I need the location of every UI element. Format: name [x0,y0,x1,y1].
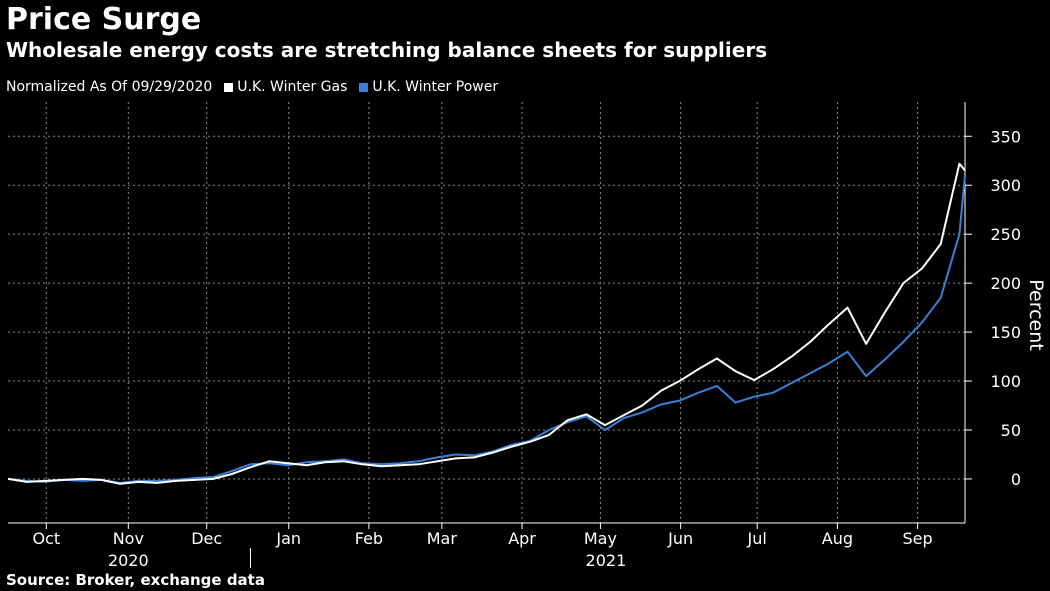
series-line-uk-winter-gas [7,162,966,485]
legend-swatch-gas [224,82,234,92]
x-tick-label: Oct [32,529,60,548]
chart-title: Price Surge [6,2,202,37]
y-tick-label: 200 [990,274,1021,293]
x-tick-label: Jul [747,529,767,548]
x-tick-label: Mar [427,529,458,548]
x-tick-label: May [584,529,617,548]
legend: Normalized As Of 09/29/2020 U.K. Winter … [6,79,498,95]
x-tick-label: Feb [355,529,383,548]
legend-item-gas: U.K. Winter Gas [224,79,347,95]
y-tick-label: 250 [990,225,1021,244]
legend-item-power: U.K. Winter Power [359,79,498,95]
chart-subtitle: Wholesale energy costs are stretching ba… [6,38,768,62]
year-label: 2021 [586,551,627,570]
grid [8,102,965,523]
x-tick-label: Jan [275,529,301,548]
x-tick-label: Sep [903,529,933,548]
axes: 0 50 100 150 200 250 300 350 Oct Nov Dec Jan Feb Mar A… [8,102,1021,570]
y-axis-label: Percent [1025,279,1047,351]
x-tick-label: Apr [508,529,536,548]
x-tick-label: Dec [191,529,222,548]
legend-note: Normalized As Of 09/29/2020 [6,79,213,95]
y-tick-label: 100 [990,372,1021,391]
series-line-uk-winter-power [7,175,966,484]
x-tick-label: Jun [667,529,693,548]
y-tick-label: 0 [1011,470,1021,489]
x-tick-label: Nov [113,529,144,548]
series [7,162,966,485]
year-label: 2020 [108,551,149,570]
y-tick-label: 150 [990,323,1021,342]
legend-swatch-power [359,82,369,92]
y-tick-label: 350 [990,127,1021,146]
legend-label-gas: U.K. Winter Gas [237,79,348,95]
y-tick-label: 300 [990,176,1021,195]
legend-label-power: U.K. Winter Power [372,79,499,95]
x-tick-label: Aug [822,529,853,548]
source-note: Source: Broker, exchange data [6,571,265,589]
y-tick-label: 50 [1001,421,1021,440]
